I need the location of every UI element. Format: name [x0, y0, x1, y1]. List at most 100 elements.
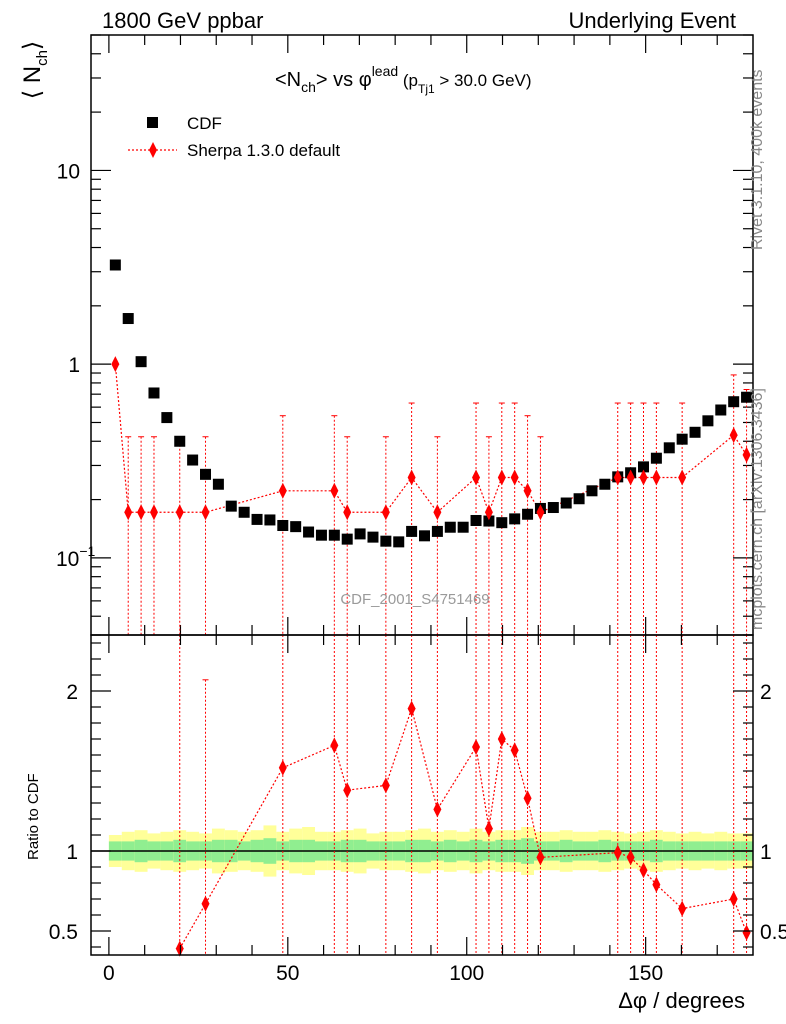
y-tick-label: 10	[57, 160, 80, 183]
ratio-y-tick-label-left: 0.5	[49, 921, 78, 944]
sherpa-point	[111, 356, 120, 373]
ratio-point	[433, 801, 442, 818]
mcplots-side-label: mcplots.cern.ch [arXiv:1306.3436]	[749, 388, 766, 630]
cdf-point	[264, 514, 276, 526]
ratio-point	[201, 895, 210, 912]
sherpa-point	[381, 504, 390, 521]
cdf-point	[419, 530, 431, 542]
cdf-point	[444, 521, 456, 533]
sherpa-point	[407, 469, 416, 486]
ratio-point	[626, 849, 635, 866]
legend-cdf-marker	[147, 117, 158, 128]
cdf-point	[109, 259, 121, 271]
cdf-markers	[109, 259, 753, 548]
sherpa-point	[433, 504, 442, 521]
cdf-point	[174, 435, 186, 447]
legend-cdf-label: CDF	[187, 114, 222, 133]
ratio-point	[497, 731, 506, 747]
ratio-panel: 0.5 0.5 1 1 2 2 0 50 100 150	[49, 634, 786, 985]
cdf-point	[650, 452, 662, 464]
title-open: (p	[398, 71, 418, 90]
cdf-point	[393, 536, 405, 548]
title-sup: lead	[372, 63, 398, 79]
title-sub2: Tj1	[418, 82, 435, 96]
cdf-point	[663, 442, 675, 454]
cdf-point	[599, 478, 611, 490]
cdf-point	[354, 528, 366, 540]
main-ylabel: ⟨ Nch⟩	[19, 41, 51, 100]
y-tick-label: 1	[68, 354, 80, 377]
sherpa-point	[278, 482, 287, 499]
cdf-point	[251, 513, 263, 525]
cdf-point	[225, 500, 237, 512]
ratio-point	[742, 924, 751, 941]
ratio-panel-frame	[90, 634, 754, 956]
svg-text:⟨ Nch⟩: ⟨ Nch⟩	[19, 41, 51, 100]
sherpa-point	[201, 504, 210, 521]
cdf-point	[238, 506, 250, 518]
cdf-point	[187, 454, 199, 466]
ratio-y-tick-label-left: 1	[66, 841, 78, 864]
x-tick-label: 100	[449, 962, 484, 985]
legend-sherpa-marker	[149, 142, 157, 158]
ratio-point	[613, 844, 622, 861]
ratio-y-tick-label-right: 0.5	[760, 921, 786, 944]
ratio-ticks: 0.5 0.5 1 1 2 2 0 50 100 150	[49, 635, 786, 985]
sherpa-main-line	[114, 364, 748, 514]
sherpa-point	[149, 504, 158, 521]
ratio-point	[381, 777, 390, 794]
cdf-point	[148, 387, 160, 399]
title-phi: φ	[359, 69, 372, 91]
y-tick-label: 10−1	[56, 543, 96, 571]
sherpa-point	[523, 482, 532, 499]
ratio-error-bars	[176, 634, 750, 955]
cdf-point	[586, 485, 598, 497]
sherpa-point	[124, 504, 133, 521]
cdf-point	[161, 412, 173, 424]
cdf-point	[367, 531, 379, 543]
sherpa-point	[626, 469, 635, 486]
ratio-point	[729, 891, 738, 907]
sherpa-point	[497, 469, 506, 486]
main-grid-ticks: 10−1 1 10	[56, 34, 753, 636]
cdf-point	[303, 526, 315, 538]
plot-title: <Nch> vs φlead (pTj1 > 30.0 GeV)	[275, 63, 532, 96]
ratio-point	[652, 876, 661, 893]
cdf-point	[122, 313, 134, 325]
ratio-point	[523, 790, 532, 807]
cdf-point	[689, 426, 701, 438]
ylabel-sub: ch	[34, 50, 51, 66]
cdf-point	[560, 497, 572, 509]
ratio-y-tick-label-right: 2	[760, 681, 772, 704]
cdf-point	[741, 391, 753, 403]
header-left-label: 1800 GeV ppbar	[102, 8, 263, 33]
cdf-point	[496, 517, 508, 529]
sherpa-point	[678, 469, 687, 486]
sherpa-point	[639, 469, 648, 486]
sherpa-markers	[111, 356, 751, 521]
sherpa-point	[742, 446, 751, 463]
cdf-point	[702, 415, 714, 427]
cdf-point	[200, 468, 212, 480]
ratio-point	[278, 759, 287, 776]
title-cond: > 30.0 GeV)	[435, 71, 532, 90]
sherpa-point	[729, 427, 738, 444]
sherpa-point	[137, 504, 146, 521]
ratio-point	[407, 700, 416, 717]
title-sub1: ch	[301, 79, 316, 95]
cdf-point	[676, 433, 688, 445]
header-right-label: Underlying Event	[568, 8, 736, 33]
cdf-point	[212, 478, 224, 490]
analysis-watermark: CDF_2001_S4751469	[340, 591, 489, 608]
sherpa-point	[536, 504, 545, 521]
cdf-point	[315, 529, 327, 541]
cdf-point	[431, 525, 443, 537]
cdf-point	[470, 514, 482, 526]
cdf-point	[135, 356, 147, 368]
ratio-markers	[175, 700, 751, 957]
y-tick-label-exponent: −1	[79, 543, 95, 559]
sherpa-point	[613, 469, 622, 486]
sherpa-point	[175, 504, 184, 521]
ylabel-main: ⟨ N	[19, 66, 46, 99]
